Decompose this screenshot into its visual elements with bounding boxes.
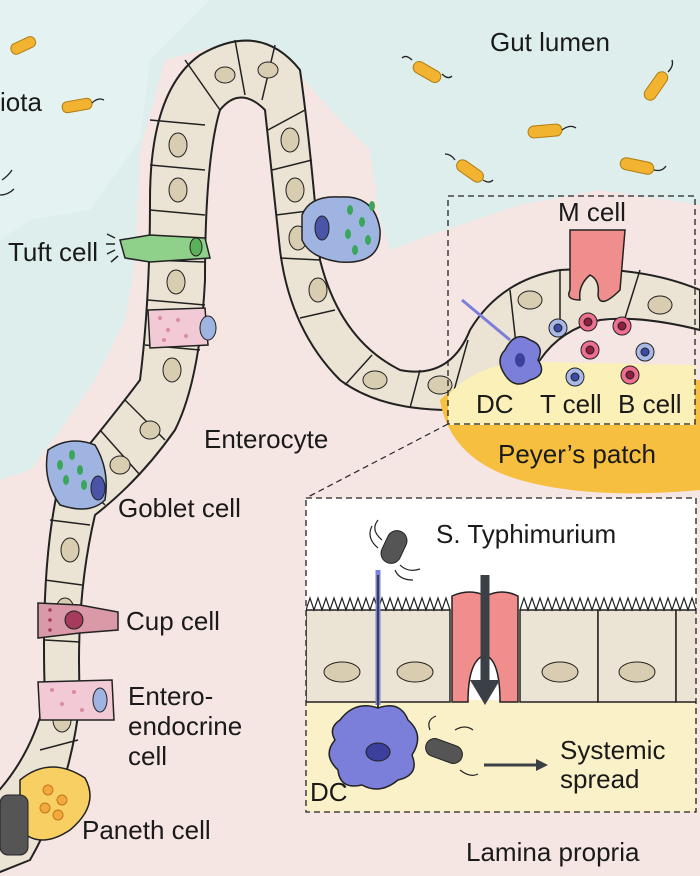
inset-border: [305, 497, 697, 813]
bacteria: [10, 36, 669, 183]
tuft-cell: [106, 233, 211, 263]
label-enterocyte: Enterocyte: [204, 424, 329, 454]
enteroendocrine-cell: [37, 679, 115, 721]
label-microbiota: iota: [0, 87, 42, 117]
cup-cell: [37, 602, 119, 639]
label-t-cell: T cell: [540, 389, 602, 419]
peyers-patch-box: [447, 195, 696, 425]
label-dc: DC: [476, 389, 514, 419]
label-inset-dc: DC: [310, 777, 348, 807]
label-gut-lumen: Gut lumen: [490, 27, 610, 57]
enteroendocrine-cell-top: [147, 307, 217, 349]
label-m-cell: M cell: [558, 197, 626, 227]
paneth-cell: [0, 766, 91, 856]
gut-lumen-region: [0, 0, 210, 240]
label-systemic-spread: Systemic spread: [560, 735, 666, 794]
gut-lumen-region: [0, 0, 700, 480]
label-s-typhimurium: S. Typhimurium: [436, 519, 617, 549]
label-goblet-cell: Goblet cell: [118, 493, 241, 523]
label-paneth-cell: Paneth cell: [82, 815, 211, 845]
label-cup-cell: Cup cell: [126, 606, 220, 636]
m-cell: [568, 229, 626, 303]
label-b-cell: B cell: [618, 389, 682, 419]
label-peyers-patch: Peyer’s patch: [498, 439, 657, 469]
inset-panel: [306, 498, 696, 812]
goblet-cell: [45, 440, 107, 510]
dc-cell-patch: [461, 298, 543, 385]
goblet-cell-top: [301, 196, 381, 263]
label-lamina-propria: Lamina propria: [466, 837, 640, 867]
label-tuft-cell: Tuft cell: [8, 237, 99, 267]
label-enteroendocrine-cell: Entero- endocrine cell: [128, 681, 243, 771]
